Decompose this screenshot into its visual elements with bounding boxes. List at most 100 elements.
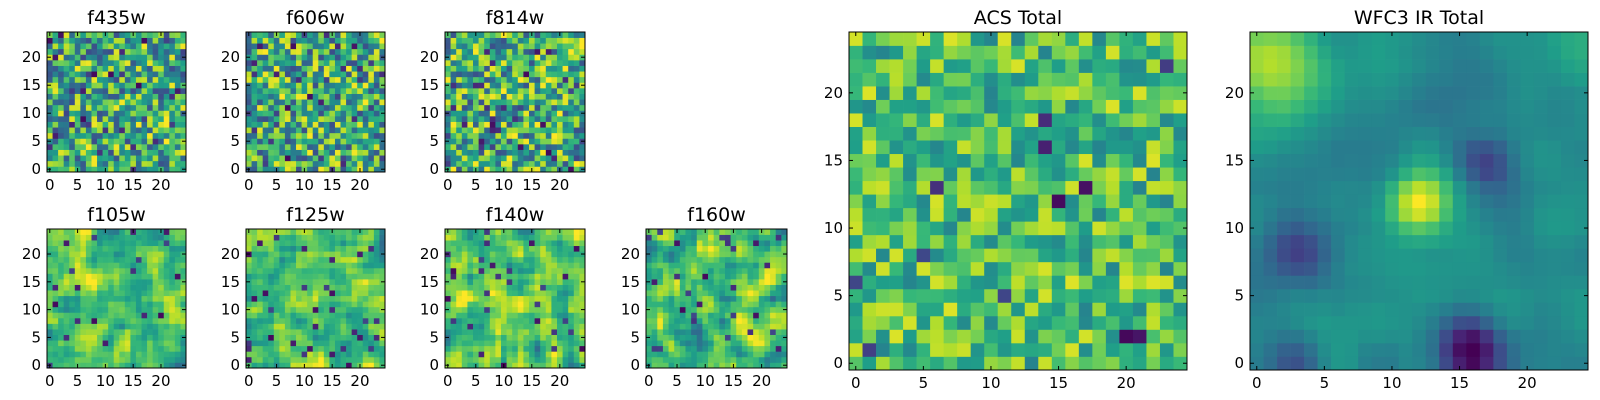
heatmap-cell	[152, 229, 159, 235]
heatmap-cell	[318, 144, 325, 150]
heatmap-cell	[119, 110, 126, 117]
heatmap-cell	[557, 76, 563, 83]
heatmap-cell	[876, 302, 890, 317]
heatmap-cell	[108, 121, 115, 128]
heatmap-cell	[573, 132, 580, 139]
heatmap-cell	[357, 340, 364, 347]
heatmap-cell	[85, 262, 92, 269]
heatmap-cell	[52, 71, 59, 78]
heatmap-cell	[445, 127, 451, 134]
heatmap-cell	[562, 43, 569, 50]
heatmap-cell	[702, 279, 709, 285]
heatmap-cell	[708, 229, 715, 235]
heatmap-cell	[246, 48, 252, 55]
heatmap-cell	[273, 267, 280, 274]
heatmap-cell	[568, 229, 575, 235]
heatmap-cell	[169, 144, 176, 150]
heatmap-cell	[257, 37, 264, 44]
heatmap-cell	[268, 60, 275, 66]
heatmap-cell	[357, 267, 364, 274]
heatmap-cell	[74, 60, 81, 66]
heatmap-cell	[484, 144, 491, 150]
heatmap-cell	[1051, 167, 1066, 182]
heatmap-cell	[323, 323, 330, 330]
heatmap-cell	[540, 43, 547, 50]
heatmap-cell	[523, 37, 530, 44]
heatmap-cell	[540, 121, 547, 128]
heatmap-cell	[346, 356, 352, 363]
heatmap-cell	[152, 351, 159, 358]
heatmap-cell	[495, 65, 502, 72]
heatmap-cell	[368, 306, 375, 313]
heatmap-cell	[1173, 342, 1188, 357]
heatmap-cell	[63, 166, 70, 173]
heatmap-cell	[74, 88, 81, 94]
heatmap-cell	[52, 256, 59, 263]
heatmap-cell	[489, 76, 496, 83]
heatmap-cell	[108, 251, 115, 258]
heatmap-cell	[80, 295, 87, 302]
heatmap-cell	[346, 267, 352, 274]
heatmap-cell	[724, 273, 731, 280]
heatmap-cell	[91, 149, 98, 156]
heatmap-cell	[957, 315, 972, 330]
heatmap-cell	[152, 356, 159, 363]
heatmap-cell	[764, 312, 771, 319]
heatmap-cell	[450, 345, 457, 352]
heatmap-cell	[579, 93, 586, 100]
heatmap-cell	[379, 284, 386, 291]
heatmap-cell	[691, 356, 698, 363]
heatmap-cell	[484, 65, 491, 72]
heatmap-cell	[724, 351, 731, 358]
heatmap-cell	[174, 362, 181, 369]
heatmap-cell	[930, 194, 944, 209]
heatmap-cell	[284, 110, 291, 117]
heatmap-cell	[147, 121, 153, 128]
heatmap-cell	[163, 127, 170, 134]
heatmap-cell	[523, 245, 530, 252]
heatmap-cell	[174, 234, 181, 241]
heatmap-cell	[47, 37, 53, 44]
heatmap-cell	[903, 288, 917, 303]
heatmap-cell	[307, 245, 314, 252]
heatmap-cell	[130, 104, 137, 111]
heatmap-cell	[1065, 167, 1080, 182]
heatmap-cell	[456, 312, 463, 319]
heatmap-cell	[262, 334, 269, 341]
heatmap-cell	[916, 275, 931, 290]
heatmap-cell	[307, 273, 314, 280]
heatmap-cell	[696, 273, 703, 280]
heatmap-cell	[1065, 180, 1080, 195]
heatmap-cell	[501, 54, 507, 61]
heatmap-cell	[312, 317, 319, 324]
heatmap-cell	[174, 329, 181, 335]
heatmap-cell	[323, 121, 330, 128]
heatmap-cell	[517, 229, 524, 235]
heatmap-cell	[450, 71, 457, 78]
heatmap-cell	[180, 149, 187, 156]
heatmap-cell	[736, 312, 743, 319]
heatmap-cell	[108, 301, 115, 308]
heatmap-cell	[903, 261, 917, 276]
heatmap-cell	[379, 312, 386, 319]
heatmap-cell	[534, 82, 541, 89]
heatmap-cell	[489, 295, 496, 302]
heatmap-cell	[579, 290, 586, 297]
heatmap-cell	[562, 351, 569, 358]
heatmap-cell	[257, 290, 264, 297]
heatmap-cell	[764, 329, 771, 335]
heatmap-cell	[113, 65, 120, 72]
heatmap-cell	[495, 284, 502, 291]
heatmap-cell	[301, 329, 308, 335]
heatmap-cell	[551, 93, 558, 100]
heatmap-cell	[770, 273, 777, 280]
heatmap-cell	[775, 295, 782, 302]
heatmap-cell	[461, 256, 468, 263]
heatmap-cell	[108, 229, 115, 235]
heatmap-cell	[152, 132, 159, 139]
heatmap-cell	[662, 290, 669, 297]
heatmap-cell	[147, 149, 153, 156]
heatmap-cell	[916, 153, 931, 168]
x-tick-label: 0	[45, 176, 55, 194]
heatmap-cell	[781, 323, 788, 330]
